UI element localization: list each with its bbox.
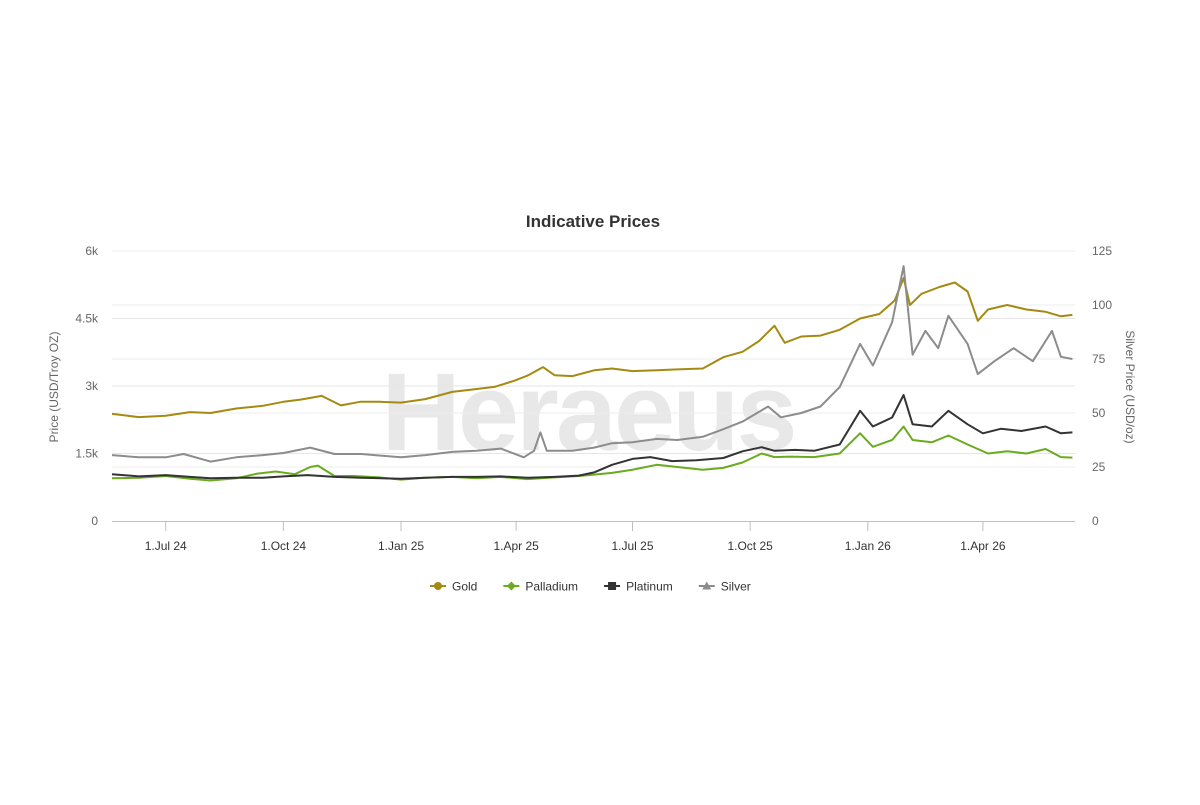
y-axis-left-label: Price (USD/Troy OZ) [47, 332, 61, 443]
x-tick-label: 1.Jan 25 [378, 539, 424, 553]
chart-title: Indicative Prices [526, 212, 660, 231]
y-right-tick-label: 0 [1092, 514, 1099, 528]
x-tick-label: 1.Apr 26 [960, 539, 1006, 553]
legend-item-gold: Gold [430, 580, 477, 594]
legend-marker-triangle [702, 581, 712, 590]
legend-item-silver: Silver [698, 580, 751, 594]
y-right-tick-label: 25 [1092, 460, 1106, 474]
series-line-palladium [111, 425, 1073, 482]
legend-item-palladium: Palladium [503, 580, 578, 594]
series-lines [111, 265, 1073, 482]
y-left-tick-label: 0 [91, 514, 98, 528]
y-axis-right-label: Silver Price (USD/oz) [1123, 330, 1137, 443]
y-left-tick-label: 4.5k [75, 312, 99, 326]
y-left-tick-label: 1.5k [75, 447, 99, 461]
legend-label: Platinum [626, 580, 673, 594]
y-left-tick-label: 3k [85, 379, 99, 393]
y-left-tick-label: 6k [85, 244, 99, 258]
x-tick-label: 1.Apr 25 [493, 539, 539, 553]
legend-label: Silver [721, 580, 751, 594]
x-tick-label: 1.Oct 24 [261, 539, 307, 553]
legend-label: Gold [452, 580, 477, 594]
series-line-gold [111, 277, 1073, 419]
y-right-tick-label: 75 [1092, 352, 1106, 366]
series-line-platinum [111, 394, 1073, 480]
y-right-tick-label: 50 [1092, 406, 1106, 420]
series-line-silver [111, 265, 1073, 463]
axes: 0 1.5k 3k 4.5k 6k 0 25 50 75 100 125 1.Jul 24 1.Oct … [75, 244, 1112, 553]
legend-label: Palladium [525, 580, 578, 594]
y-right-tick-label: 100 [1092, 298, 1112, 312]
legend-marker-circle [434, 582, 442, 590]
x-tick-label: 1.Jul 24 [145, 539, 187, 553]
x-tick-label: 1.Jan 26 [845, 539, 891, 553]
legend-item-platinum: Platinum [604, 580, 673, 594]
legend: Gold Palladium Platinum Silver [430, 580, 751, 594]
x-tick-label: 1.Oct 25 [727, 539, 773, 553]
y-right-tick-label: 125 [1092, 244, 1112, 258]
legend-marker-square [608, 582, 617, 590]
legend-marker-diamond [506, 581, 516, 591]
x-tick-label: 1.Jul 25 [611, 539, 653, 553]
